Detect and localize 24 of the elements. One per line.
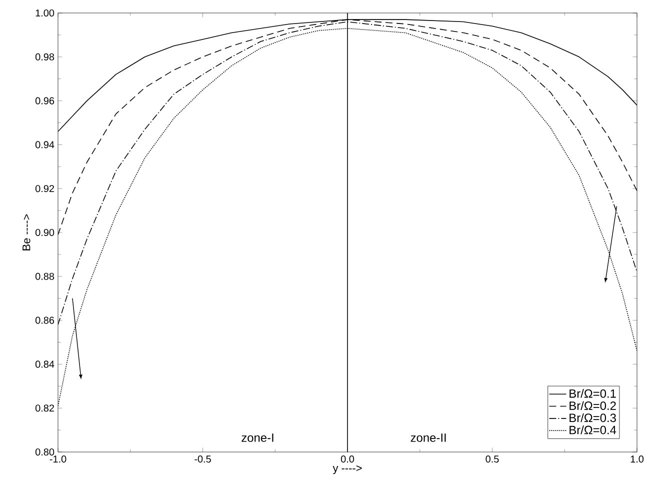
x-axis-title: y ----> bbox=[332, 465, 362, 474]
y-axis-title: Be ----> bbox=[22, 214, 30, 250]
x-tick-label: -0.5 bbox=[194, 456, 211, 463]
x-tick-label: 1.0 bbox=[630, 456, 644, 463]
y-tick-label: 0.80 bbox=[35, 448, 54, 456]
y-tick-label: 0.96 bbox=[35, 97, 54, 104]
y-tick-label: 0.90 bbox=[35, 228, 54, 236]
x-tick-label: 0.0 bbox=[340, 456, 354, 463]
x-tick-label: 0.5 bbox=[486, 456, 499, 463]
y-tick-label: 0.92 bbox=[35, 185, 54, 192]
legend-label: Br/Ω=0.1 bbox=[570, 389, 616, 398]
y-tick-label: 1.00 bbox=[36, 9, 54, 17]
y-tick-label: 0.82 bbox=[35, 404, 54, 412]
y-tick-label: 0.88 bbox=[35, 272, 54, 280]
annotation: zone-I bbox=[242, 434, 274, 442]
y-tick-label: 0.98 bbox=[35, 53, 54, 60]
legend-label: Br/Ω=0.3 bbox=[570, 413, 616, 422]
annotation: zone-II bbox=[410, 434, 446, 442]
legend-label: Br/Ω=0.2 bbox=[570, 401, 616, 410]
legend-label: Br/Ω=0.4 bbox=[570, 425, 616, 434]
x-tick-label: -1.0 bbox=[50, 456, 66, 463]
y-tick-label: 0.86 bbox=[35, 316, 54, 324]
y-tick-label: 0.94 bbox=[35, 141, 54, 148]
y-tick-label: 0.84 bbox=[35, 360, 54, 368]
